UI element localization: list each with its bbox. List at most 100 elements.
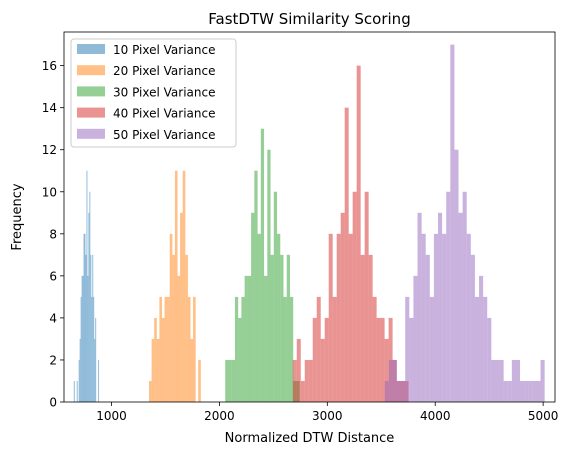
histogram-bar bbox=[356, 65, 361, 402]
legend-label: 20 Pixel Variance bbox=[113, 64, 216, 78]
histogram-bar bbox=[82, 275, 84, 402]
histogram-bar bbox=[344, 107, 349, 403]
legend-swatch bbox=[77, 86, 105, 97]
y-tick-label: 16 bbox=[42, 59, 57, 73]
histogram-bar bbox=[94, 338, 96, 402]
histogram-bar bbox=[87, 275, 89, 402]
histogram-bar bbox=[85, 254, 87, 402]
legend-swatch bbox=[77, 107, 105, 118]
histogram-bar bbox=[234, 296, 239, 402]
histogram-bar bbox=[93, 296, 95, 402]
histogram-bar bbox=[308, 359, 313, 402]
histogram-bar bbox=[244, 275, 248, 402]
histogram-bar bbox=[520, 380, 525, 402]
chart-title: FastDTW Similarity Scoring bbox=[208, 10, 410, 28]
x-tick-label: 2000 bbox=[204, 409, 235, 423]
bars-layer bbox=[73, 44, 545, 403]
histogram-bar bbox=[159, 296, 162, 402]
histogram-bar bbox=[392, 359, 398, 402]
histogram-bar bbox=[172, 254, 175, 402]
histogram-bar bbox=[95, 317, 97, 402]
histogram-bar bbox=[296, 338, 301, 402]
histogram-bar bbox=[401, 380, 406, 402]
series-2-bars bbox=[149, 170, 201, 402]
histogram-bar bbox=[438, 212, 443, 402]
histogram-bar bbox=[474, 296, 480, 402]
histogram-bar bbox=[348, 233, 353, 402]
histogram-bar bbox=[380, 317, 385, 402]
histogram-bar bbox=[409, 317, 414, 402]
histogram-bar bbox=[446, 191, 451, 402]
histogram-bar bbox=[491, 359, 496, 402]
histogram-bar bbox=[300, 380, 305, 402]
histogram-bar bbox=[433, 233, 439, 402]
histogram-bar bbox=[254, 170, 258, 402]
series-3-bars bbox=[225, 128, 300, 402]
histogram-bar bbox=[372, 296, 377, 402]
x-axis-ticks: 1000 2000 3000 4000 5000 bbox=[96, 402, 558, 423]
y-tick-label: 0 bbox=[49, 396, 57, 410]
histogram-bar bbox=[503, 380, 508, 402]
histogram-bar bbox=[417, 212, 422, 402]
histogram-bar bbox=[225, 359, 229, 402]
histogram-bar bbox=[89, 191, 91, 402]
histogram-bar bbox=[161, 317, 165, 402]
histogram-bar bbox=[164, 296, 168, 402]
histogram-bar bbox=[368, 254, 373, 402]
legend-swatch bbox=[77, 65, 105, 76]
histogram-bar bbox=[228, 359, 232, 402]
histogram-bar bbox=[532, 380, 537, 402]
histogram-bar bbox=[174, 170, 178, 402]
x-tick-label: 3000 bbox=[312, 409, 343, 423]
histogram-bar bbox=[283, 296, 287, 402]
histogram-bar bbox=[83, 233, 85, 402]
histogram-bar bbox=[286, 254, 290, 402]
histogram-bar bbox=[180, 212, 183, 402]
histogram-bar bbox=[442, 233, 447, 402]
histogram-bar bbox=[241, 296, 245, 402]
histogram-bar bbox=[80, 296, 82, 402]
histogram-bar bbox=[458, 212, 463, 402]
legend-swatch bbox=[77, 128, 105, 139]
histogram-bar bbox=[156, 338, 160, 402]
histogram-bar bbox=[336, 233, 341, 402]
x-axis-label: Normalized DTW Distance bbox=[225, 431, 395, 446]
histogram-bar bbox=[479, 275, 484, 402]
legend-label: 40 Pixel Variance bbox=[113, 107, 216, 121]
series-4-bars bbox=[292, 65, 409, 403]
histogram-bar bbox=[328, 233, 333, 402]
histogram-bar bbox=[98, 359, 100, 402]
histogram-bar bbox=[524, 380, 529, 402]
histogram-bar bbox=[483, 296, 488, 402]
x-tick-label: 4000 bbox=[420, 409, 451, 423]
histogram-bar bbox=[360, 254, 365, 402]
histogram-bar bbox=[193, 296, 196, 402]
histogram-bar bbox=[487, 317, 492, 402]
legend-swatch bbox=[77, 44, 105, 54]
histogram-bar bbox=[364, 191, 369, 402]
y-tick-label: 8 bbox=[49, 227, 57, 241]
histogram-bar bbox=[340, 212, 345, 402]
y-tick-label: 14 bbox=[42, 101, 57, 115]
histogram-bar bbox=[190, 338, 194, 402]
histogram-bar bbox=[413, 275, 418, 402]
series-5-bars bbox=[384, 44, 545, 403]
histogram-bar bbox=[507, 380, 512, 402]
series-1-bars bbox=[73, 170, 100, 402]
histogram-bar bbox=[257, 233, 261, 402]
histogram-bar bbox=[376, 317, 381, 402]
histogram-bar bbox=[177, 275, 181, 402]
histogram-bar bbox=[76, 380, 78, 402]
histogram-bar bbox=[540, 359, 545, 402]
y-tick-label: 2 bbox=[49, 353, 57, 367]
histogram-bar bbox=[421, 233, 426, 402]
histogram-bar bbox=[154, 317, 157, 402]
y-axis-ticks: 0 2 4 6 8 10 12 14 16 bbox=[42, 59, 64, 410]
histogram-bar bbox=[280, 254, 284, 402]
histogram-bar bbox=[81, 275, 83, 402]
y-axis-label: Frequency bbox=[10, 183, 25, 250]
histogram-bar bbox=[352, 191, 357, 402]
histogram-bar bbox=[536, 380, 541, 402]
histogram-bar bbox=[79, 338, 81, 402]
